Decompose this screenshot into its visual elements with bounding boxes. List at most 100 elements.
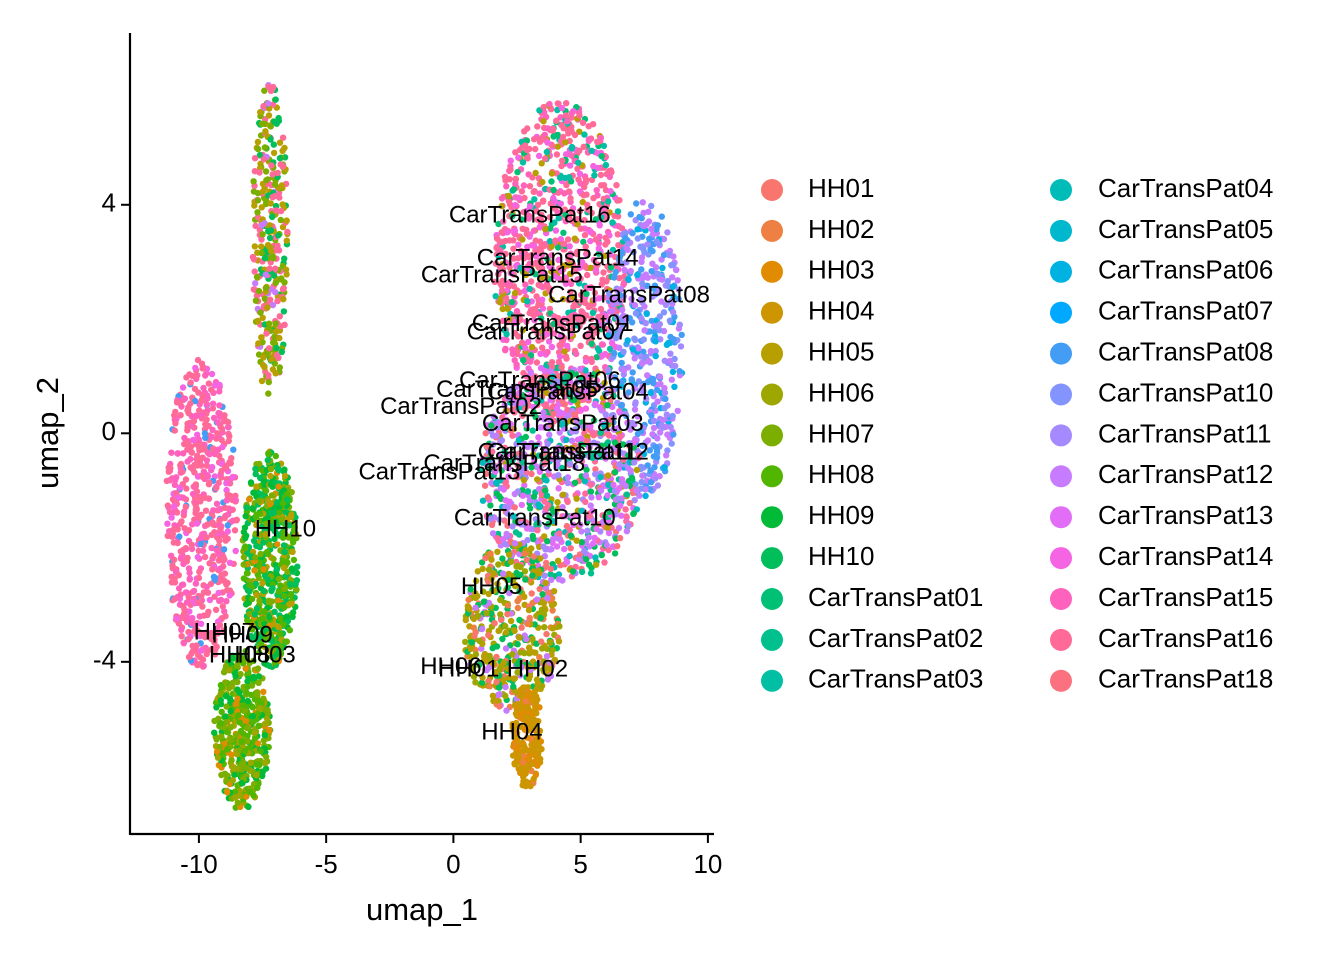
data-point [211,382,218,389]
data-point [566,552,573,560]
data-point [276,334,283,342]
data-point [499,555,506,562]
data-point [580,192,587,199]
data-point [193,647,200,654]
data-point [278,348,285,356]
data-point [516,531,523,538]
data-point [275,575,282,583]
data-point [204,395,211,402]
data-point [215,550,222,558]
data-point [189,372,196,380]
data-point [174,450,181,457]
data-point [664,431,671,438]
data-point [567,545,574,552]
data-point [611,273,618,280]
data-point [223,480,230,487]
data-point [261,760,269,767]
data-point [530,493,538,500]
data-point [284,496,291,503]
data-point [282,266,290,273]
data-point [517,649,524,656]
data-point [228,757,235,764]
data-point [252,554,259,561]
data-point [523,635,530,643]
data-point [238,738,245,746]
data-point [195,661,203,668]
data-point [221,412,228,419]
data-point [507,617,515,625]
data-point [496,691,503,698]
data-point [500,486,507,493]
data-point [262,284,270,292]
data-point [626,499,633,507]
data-point [204,589,212,596]
data-point [274,541,281,548]
data-point [648,225,655,233]
data-point [179,384,187,391]
data-point [205,481,213,488]
data-point [649,431,656,438]
data-point [563,100,570,107]
data-point [564,118,571,125]
data-point [252,280,259,287]
data-point [281,466,288,473]
data-point [192,481,200,488]
data-point [270,149,278,157]
data-point [585,137,592,144]
data-point [279,557,286,565]
data-point [257,109,264,116]
data-point [251,567,258,574]
data-point [663,411,670,418]
data-point [219,603,226,610]
data-point [275,483,282,490]
data-point [506,551,513,558]
data-point [225,511,232,518]
data-point [194,495,201,502]
data-point [543,477,550,484]
data-point [263,330,270,337]
data-point [240,561,247,568]
data-point [471,632,478,640]
data-point [175,585,183,592]
data-point [541,572,548,579]
data-point [550,186,557,194]
data-point [514,641,521,648]
data-point [555,576,563,583]
data-point [598,182,605,189]
data-point [602,161,610,169]
data-point [202,434,209,441]
data-point [229,776,237,784]
data-point [186,569,193,577]
data-point [209,519,216,526]
data-point [542,579,549,587]
data-point [213,484,220,492]
data-point [634,235,641,242]
data-point [484,494,492,501]
data-point [240,553,248,561]
data-point [272,265,279,272]
data-point [192,413,200,420]
data-point [521,142,529,149]
data-point [573,537,580,544]
data-point [193,520,201,527]
data-point [244,765,251,772]
data-point [262,636,269,643]
data-point [164,520,171,527]
data-point [251,243,258,250]
data-point [645,218,653,225]
data-point [518,624,525,631]
data-point [496,703,503,710]
data-point [645,357,652,365]
data-point [550,133,557,140]
data-point [183,485,190,492]
data-point [532,145,539,153]
data-point [495,561,502,568]
data-point [232,547,239,555]
data-point [175,572,182,579]
data-point [256,497,263,504]
data-point [634,271,641,279]
data-point [540,118,547,125]
data-point [467,645,474,652]
data-point [266,541,274,549]
